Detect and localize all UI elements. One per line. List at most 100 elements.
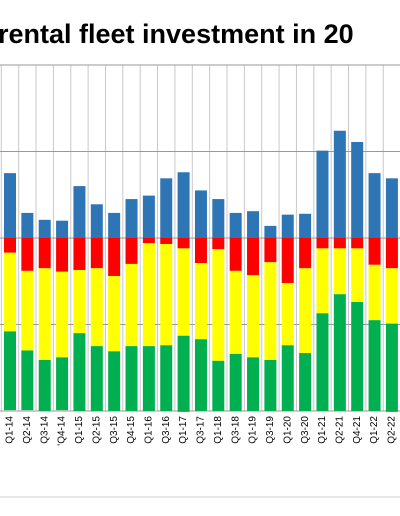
bar-segment [299,268,312,354]
bar-segment [56,220,69,238]
bar-segment [368,320,381,411]
bar-segment [247,275,260,358]
bar-segment [142,238,155,244]
x-tick-label: Q3-18 [230,416,241,444]
bar-segment [125,263,138,347]
bar-segment [368,238,381,265]
bar-segment [177,335,190,412]
x-tick-label: Q2-14 [22,416,33,444]
bar-segment [333,130,346,238]
x-tick-label: Q3-17 [196,416,207,444]
bar-segment [73,333,86,411]
bar-segment [281,238,294,283]
x-tick-label: Q2-15 [91,416,102,444]
x-tick-label: Q3-16 [161,416,172,444]
x-tick-label: Q3-19 [265,416,276,444]
bar-segment [229,353,242,411]
x-tick-label: Q1-22 [369,416,380,444]
bar-segment [247,357,260,411]
x-tick-label: Q1-20 [282,416,293,444]
bar-segment [108,276,121,352]
x-tick-label: Q1-18 [213,416,224,444]
bar-segment [177,238,190,249]
bar-segment [142,243,155,347]
bar-segment [38,359,51,411]
bar-segment [385,178,398,238]
bar-segment [281,282,294,346]
bar-segment [351,302,364,411]
bar-segment [194,339,207,411]
bar-segment [333,238,346,249]
bar-segment [125,346,138,411]
bar-segment [212,360,225,411]
bar-segment [56,357,69,411]
bar-segment [108,351,121,411]
bar-segment [351,141,364,238]
bar-segment [194,263,207,340]
bar-segment [21,350,34,411]
bar-segment [385,238,398,269]
bar-segment [160,238,173,245]
bar-segment [299,213,312,238]
bar-segment [4,331,16,411]
bar-segment [160,178,173,238]
bar-segment [177,172,190,238]
x-tick-label: 'Q4-14 [57,416,68,446]
x-tick-label: Q4-21 [352,416,363,444]
bar-segment [229,238,242,271]
bar-segment [90,238,103,269]
bar-segment [264,225,277,238]
bar-segment [229,270,242,354]
bar-segment [281,345,294,411]
bar-segment [194,238,207,264]
bar-segment [90,268,103,347]
x-tick-label: Q3-15 [109,416,120,444]
x-tick-label: Q1-16 [144,416,155,444]
bar-segment [142,195,155,238]
bar-segment [299,238,312,269]
bar-segment [351,248,364,303]
x-tick-label: Q3-14 [39,416,50,444]
bar-segment [108,238,121,277]
bar-segment [212,249,225,361]
bar-segment [177,248,190,336]
bar-segment [73,186,86,238]
bar-segment [21,238,34,271]
bar-segment [38,268,51,360]
bar-segment [299,353,312,411]
bar-segment [56,238,69,272]
bar-segment [21,212,34,238]
bar-segment [212,238,225,250]
bar-segment [125,199,138,238]
bar-segment [73,270,86,334]
bar-segment [212,199,225,238]
bar-segment [385,323,398,412]
x-tick-label: Q2-22 [387,416,398,444]
bar-segment [4,238,16,253]
bar-segment [368,264,381,321]
bar-segment [316,150,329,238]
bar-segment [247,211,260,238]
bar-segment [56,271,69,358]
bar-segment [368,173,381,238]
bar-segment [90,346,103,411]
bar-segment [142,346,155,411]
bar-segment [38,238,51,269]
bar-segment [160,345,173,411]
x-tick-label: Q1-21 [317,416,328,444]
x-tick-label: Q4-15 [126,416,137,444]
bar-segment [333,294,346,411]
bar-segment [4,252,16,332]
chart-title: rental fleet investment in 20 [0,19,354,49]
x-tick-label: Q1-14 [5,416,16,444]
bar-segment [264,359,277,411]
x-tick-label: Q1-15 [74,416,85,444]
x-tick-label: Q3-20 [300,416,311,444]
bar-segment [316,313,329,411]
bar-segment [108,212,121,238]
bar-segment [160,244,173,346]
bar-segment [264,238,277,263]
bar-segment [385,268,398,324]
bar-segment [316,248,329,314]
